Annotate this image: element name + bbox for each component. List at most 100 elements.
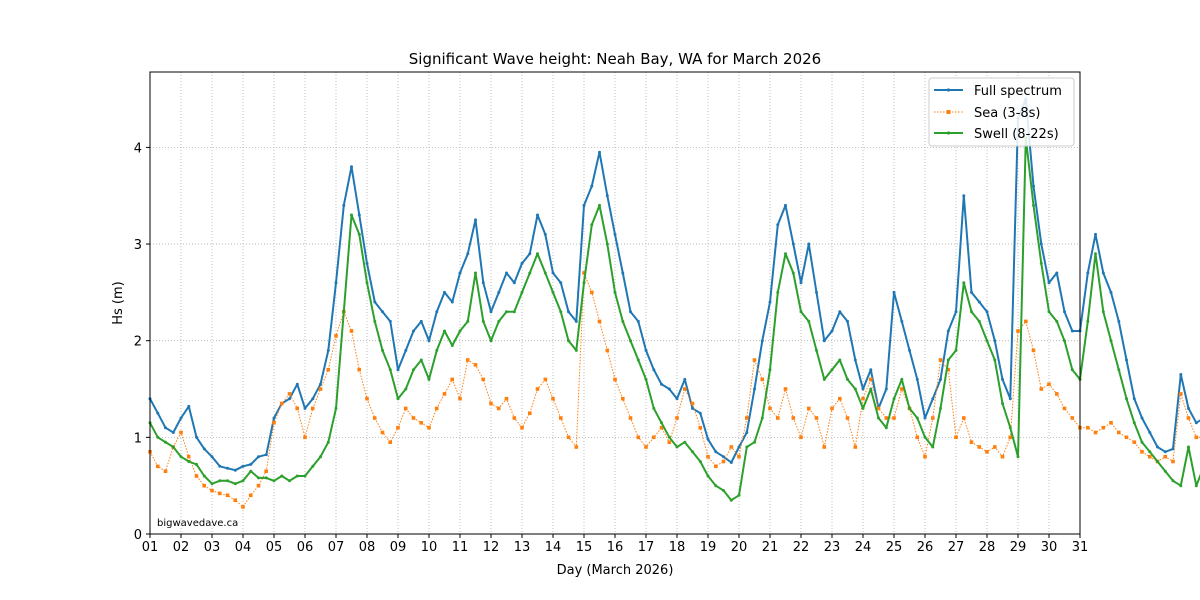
data-point-full-spectrum [295, 382, 299, 386]
data-point-sea-3-8s [1000, 454, 1005, 459]
data-point-sea-3-8s [1086, 425, 1090, 430]
data-point-sea-3-8s [845, 416, 850, 420]
data-point-full-spectrum [264, 453, 268, 457]
data-point-full-spectrum [838, 310, 842, 314]
data-point-swell-8-22s [1055, 319, 1059, 323]
data-point-swell-8-22s [412, 368, 415, 372]
data-point-sea-3-8s [272, 421, 276, 425]
data-point-swell-8-22s [900, 377, 904, 381]
data-point-sea-3-8s [1024, 319, 1028, 324]
data-point-swell-8-22s [652, 406, 656, 410]
data-point-swell-8-22s [838, 358, 842, 362]
data-point-full-spectrum [1171, 447, 1175, 451]
data-point-sea-3-8s [233, 498, 237, 502]
data-point-swell-8-22s [489, 339, 493, 343]
x-tick-label: 19 [700, 540, 717, 555]
x-tick-label: 14 [545, 540, 562, 555]
data-point-full-spectrum [536, 213, 539, 217]
data-point-swell-8-22s [551, 290, 555, 294]
data-point-swell-8-22s [636, 358, 640, 362]
data-point-full-spectrum [559, 281, 563, 285]
data-point-swell-8-22s [1156, 460, 1159, 463]
legend-item-full-spectrum: Full spectrum [934, 84, 1062, 99]
data-point-full-spectrum [1179, 373, 1183, 376]
data-point-full-spectrum [884, 387, 888, 391]
data-point-full-spectrum [218, 464, 222, 468]
data-point-sea-3-8s [946, 367, 951, 372]
data-point-full-spectrum [210, 455, 214, 459]
y-tick-label: 1 [134, 431, 142, 446]
data-point-swell-8-22s [791, 271, 795, 275]
data-point-sea-3-8s [566, 435, 571, 440]
data-point-swell-8-22s [923, 435, 927, 439]
data-point-full-spectrum [1163, 450, 1167, 454]
data-point-full-spectrum [551, 271, 555, 275]
data-point-swell-8-22s [574, 348, 578, 352]
data-point-swell-8-22s [419, 358, 423, 362]
data-point-full-spectrum [1094, 232, 1097, 236]
data-point-full-spectrum [946, 329, 950, 333]
data-point-swell-8-22s [357, 232, 361, 236]
data-point-full-spectrum [869, 368, 873, 372]
data-point-full-spectrum [923, 416, 927, 420]
data-point-sea-3-8s [993, 445, 997, 449]
data-point-full-spectrum [1156, 445, 1159, 449]
data-point-sea-3-8s [667, 440, 672, 444]
data-point-full-spectrum [226, 466, 229, 470]
legend-label-full-spectrum: Full spectrum [974, 84, 1062, 99]
data-point-swell-8-22s [187, 460, 191, 463]
data-point-swell-8-22s [365, 281, 369, 285]
legend-marker-full-spectrum [946, 88, 951, 92]
data-point-sea-3-8s [241, 505, 245, 509]
data-point-swell-8-22s [807, 319, 811, 323]
data-point-swell-8-22s [233, 482, 237, 486]
data-point-full-spectrum [164, 426, 167, 430]
data-point-swell-8-22s [350, 213, 353, 217]
data-point-sea-3-8s [714, 464, 718, 469]
data-point-swell-8-22s [753, 440, 756, 444]
data-point-full-spectrum [311, 397, 315, 401]
data-point-full-spectrum [1132, 397, 1136, 401]
data-point-swell-8-22s [784, 252, 787, 256]
data-point-swell-8-22s [1148, 450, 1152, 454]
data-point-swell-8-22s [1070, 368, 1074, 372]
data-point-sea-3-8s [977, 445, 982, 449]
x-axis-label: Day (March 2026) [557, 563, 674, 578]
x-tick-label: 02 [173, 540, 190, 555]
x-tick-label: 01 [142, 540, 159, 555]
data-point-full-spectrum [830, 329, 834, 333]
data-point-sea-3-8s [954, 435, 958, 440]
y-tick-label: 3 [134, 238, 142, 253]
data-point-swell-8-22s [822, 377, 826, 381]
data-point-sea-3-8s [318, 387, 323, 391]
data-point-sea-3-8s [434, 406, 439, 411]
data-point-full-spectrum [373, 300, 377, 304]
data-point-sea-3-8s [652, 435, 656, 440]
watermark: bigwavedave.ca [157, 518, 238, 529]
data-point-sea-3-8s [365, 396, 369, 401]
data-point-swell-8-22s [846, 377, 849, 381]
data-point-sea-3-8s [621, 396, 625, 401]
data-point-swell-8-22s [226, 479, 229, 483]
data-point-sea-3-8s [931, 416, 935, 420]
grid [149, 72, 1081, 535]
data-point-sea-3-8s [675, 416, 679, 420]
data-point-swell-8-22s [497, 319, 501, 323]
data-point-swell-8-22s [629, 339, 632, 343]
data-point-full-spectrum [900, 319, 904, 323]
data-point-swell-8-22s [373, 319, 377, 323]
data-point-swell-8-22s [319, 455, 322, 459]
data-point-sea-3-8s [737, 454, 741, 459]
data-point-sea-3-8s [838, 396, 842, 401]
data-point-full-spectrum [1140, 416, 1144, 420]
data-point-full-spectrum [233, 468, 237, 472]
data-point-full-spectrum [861, 387, 865, 391]
data-point-sea-3-8s [504, 396, 509, 401]
data-point-full-spectrum [458, 271, 462, 275]
data-point-sea-3-8s [1039, 387, 1044, 391]
data-point-full-spectrum [784, 203, 787, 207]
data-point-sea-3-8s [388, 440, 392, 444]
data-point-swell-8-22s [722, 489, 725, 492]
data-point-sea-3-8s [644, 445, 648, 449]
data-point-swell-8-22s [1163, 469, 1167, 473]
